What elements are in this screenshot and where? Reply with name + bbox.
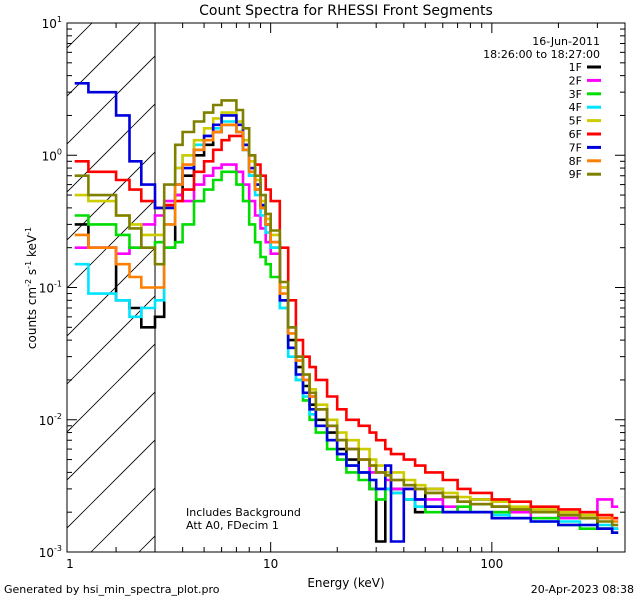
y-axis (67, 22, 625, 553)
attenuator-hatch-region (0, 0, 156, 552)
hatch-line (67, 439, 156, 529)
legend-label-2F: 2F (569, 74, 582, 87)
hatch-line (67, 247, 156, 337)
hatch-line (67, 23, 141, 97)
chart-title: Count Spectra for RHESSI Front Segments (199, 3, 493, 19)
annotation-attenuator: Att A0, FDecim 1 (186, 519, 279, 532)
hatch-line (67, 391, 156, 481)
series-line-9F (74, 99, 619, 527)
hatch-line (67, 23, 93, 49)
legend-label-4F: 4F (569, 101, 582, 114)
y-tick-label: 10-3 (39, 544, 62, 560)
x-tick-label-1: 1 (66, 557, 74, 571)
hatch-line (138, 535, 156, 552)
x-axis-label: Energy (keV) (307, 576, 384, 590)
series-line-3F (74, 170, 619, 534)
legend-label-5F: 5F (569, 115, 582, 128)
y-tick-label: 100 (42, 147, 62, 163)
y-tick-label: 10-2 (39, 412, 62, 428)
x-axis (115, 23, 626, 552)
annotation-background: Includes Background (186, 506, 301, 519)
y-tick-label: 10-1 (39, 280, 62, 296)
x-tick-label: 10 (263, 557, 278, 571)
legend-label-8F: 8F (569, 155, 582, 168)
y-tick-label: 101 (42, 15, 62, 31)
legend-time-range: 18:26:00 to 18:27:00 (483, 48, 600, 61)
footer-generated-by: Generated by hsi_min_spectra_plot.pro (4, 583, 220, 596)
legend-label-3F: 3F (569, 88, 582, 101)
hatch-line (67, 55, 156, 145)
legend-label-9F: 9F (569, 168, 582, 181)
legend-label-7F: 7F (569, 141, 582, 154)
hatch-line (90, 487, 156, 552)
footer-timestamp: 20-Apr-2023 08:38 (530, 583, 634, 596)
legend-label-6F: 6F (569, 128, 582, 141)
legend-label-1F: 1F (569, 61, 582, 74)
x-tick-label: 100 (480, 557, 503, 571)
hatch-line (0, 0, 27, 552)
y-axis-label: counts cm-2 s-1 keV-1 (24, 227, 39, 349)
legend-date: 16-Jun-2011 (532, 35, 600, 48)
hatch-line (67, 151, 156, 241)
hatch-line (67, 199, 156, 289)
